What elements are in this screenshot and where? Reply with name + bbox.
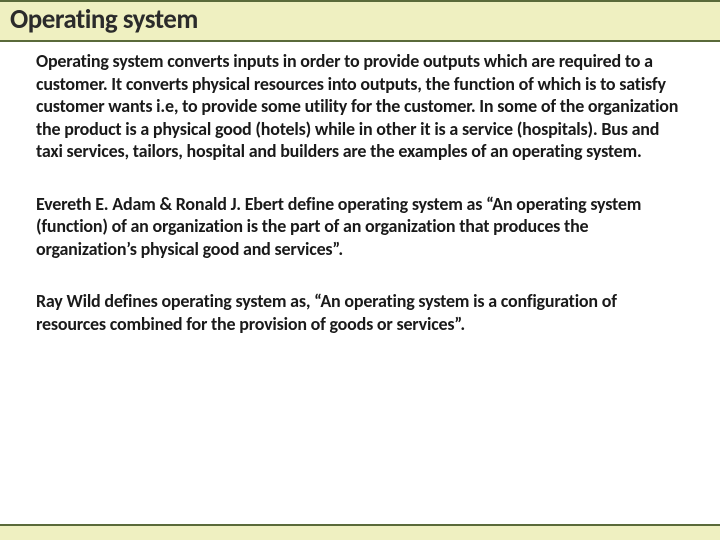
title-bar: Operating system [0, 0, 720, 42]
footer-bar [0, 524, 720, 540]
paragraph: Operating system converts inputs in orde… [36, 50, 684, 163]
slide-content: Operating system converts inputs in orde… [0, 42, 720, 335]
slide-title: Operating system [10, 4, 710, 36]
paragraph: Ray Wild defines operating system as, “A… [36, 290, 684, 335]
paragraph: Evereth E. Adam & Ronald J. Ebert define… [36, 193, 684, 261]
slide: Operating system Operating system conver… [0, 0, 720, 540]
